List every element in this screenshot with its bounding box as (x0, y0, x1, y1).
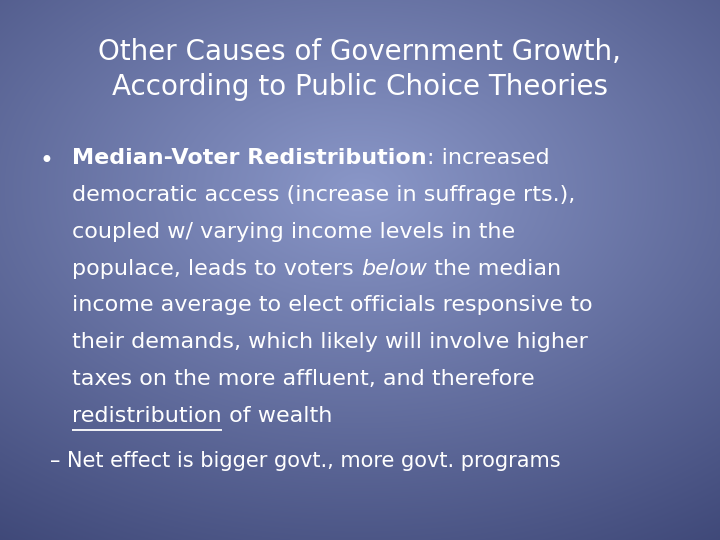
Text: below: below (361, 259, 427, 279)
Text: Other Causes of Government Growth,
According to Public Choice Theories: Other Causes of Government Growth, Accor… (99, 38, 621, 102)
Text: taxes on the more affluent, and therefore: taxes on the more affluent, and therefor… (72, 369, 535, 389)
Text: coupled w/ varying income levels in the: coupled w/ varying income levels in the (72, 222, 515, 242)
Text: their demands, which likely will involve higher: their demands, which likely will involve… (72, 332, 588, 352)
Text: : increased: : increased (427, 148, 549, 168)
Text: redistribution: redistribution (72, 406, 222, 426)
Text: – Net effect is bigger govt., more govt. programs: – Net effect is bigger govt., more govt.… (50, 451, 561, 471)
Text: income average to elect officials responsive to: income average to elect officials respon… (72, 295, 593, 315)
Text: •: • (40, 148, 53, 172)
Text: of wealth: of wealth (222, 406, 332, 426)
Text: democratic access (increase in suffrage rts.),: democratic access (increase in suffrage … (72, 185, 575, 205)
Text: Median-Voter Redistribution: Median-Voter Redistribution (72, 148, 427, 168)
Text: the median: the median (427, 259, 561, 279)
Text: populace, leads to voters: populace, leads to voters (72, 259, 361, 279)
